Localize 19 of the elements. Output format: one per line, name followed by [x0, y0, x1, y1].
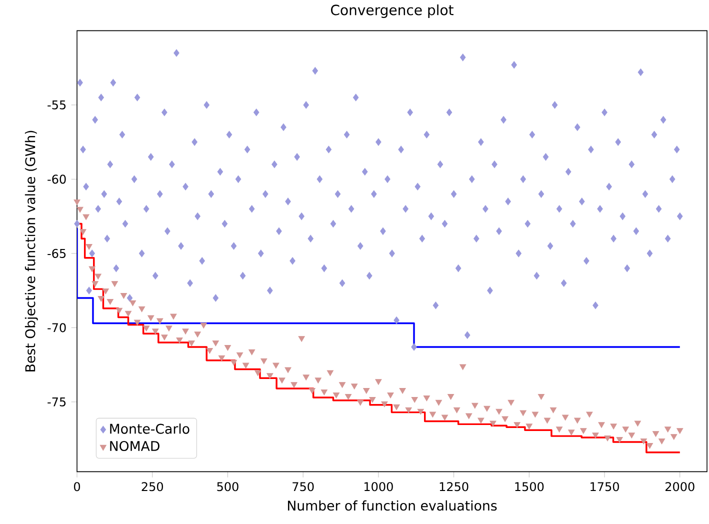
x-axis-title: Number of function evaluations: [288, 500, 497, 511]
y-tick-label: -55: [48, 100, 66, 110]
legend-label: Monte-Carlo: [110, 424, 190, 434]
x-tick-label: 1500: [515, 482, 544, 492]
chart-title: Convergence plot: [331, 4, 454, 18]
y-tick-label: -70: [48, 323, 66, 332]
x-tick-label: 750: [292, 482, 314, 492]
x-tick-label: 0: [74, 482, 80, 492]
x-tick-label: 1000: [364, 482, 393, 492]
y-axis-title: Best Objective function value (GWh): [24, 130, 38, 372]
y-tick-label: -75: [48, 398, 66, 407]
x-tick-label: 500: [217, 482, 238, 492]
y-tick-label: -65: [48, 249, 66, 258]
x-tick-label: 1750: [590, 482, 619, 492]
x-tick-label: 2000: [665, 482, 694, 492]
legend-label: NOMAD: [110, 441, 160, 452]
x-tick-label: 1250: [440, 482, 468, 492]
x-tick-label: 250: [142, 482, 164, 492]
y-tick-label: -60: [48, 174, 66, 184]
